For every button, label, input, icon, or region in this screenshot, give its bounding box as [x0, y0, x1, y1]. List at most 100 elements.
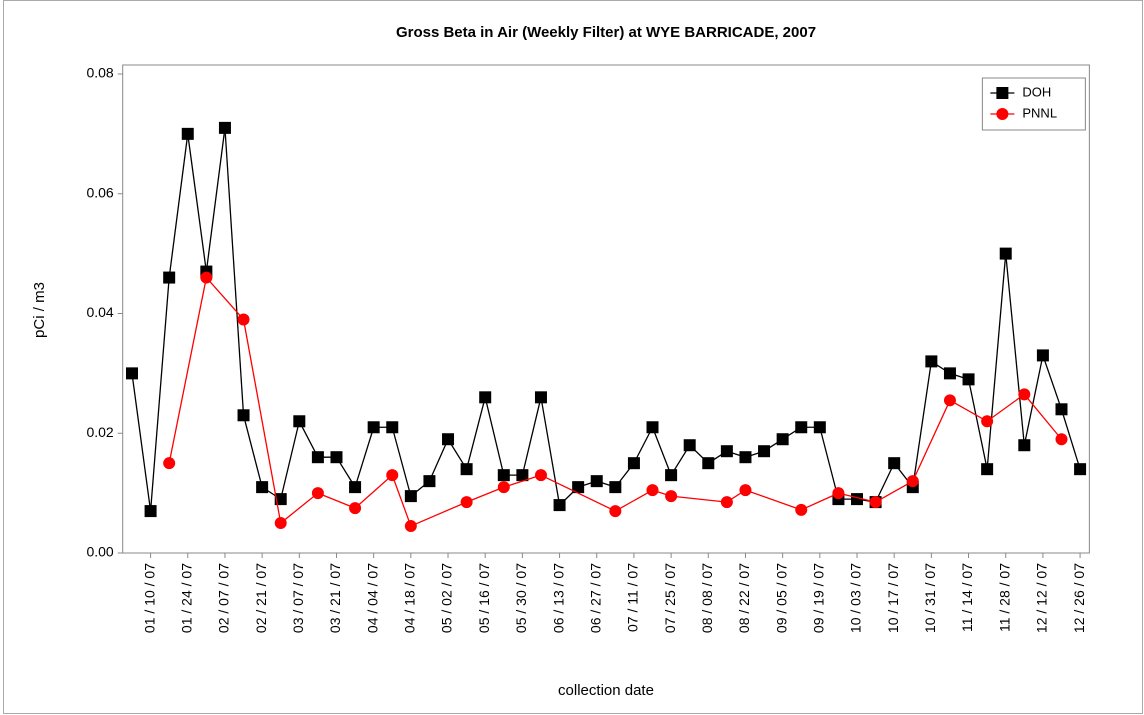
data-point: [274, 517, 287, 530]
series-line: [280, 492, 319, 524]
y-tick-label: 0.00: [86, 544, 113, 560]
data-point: [1055, 433, 1068, 446]
y-tick-label: 0.06: [86, 184, 113, 200]
data-point: [609, 481, 622, 494]
x-tick-label: 07 / 11 / 07: [625, 563, 641, 632]
series-line: [1005, 253, 1025, 446]
series-line: [391, 474, 412, 527]
x-tick-label: 08 / 22 / 07: [736, 563, 752, 633]
chart-border: [3, 0, 1143, 714]
legend-marker: [996, 87, 1009, 99]
x-tick-label: 09 / 19 / 07: [811, 563, 827, 633]
data-point: [163, 271, 176, 284]
x-axis-label: collection date: [558, 682, 654, 699]
data-point: [497, 481, 510, 494]
data-point: [1018, 439, 1031, 452]
series-line: [875, 480, 914, 503]
data-point: [646, 421, 659, 434]
series-line: [949, 399, 988, 422]
series-line: [1023, 355, 1044, 446]
data-point: [776, 433, 789, 446]
series-line: [503, 474, 542, 488]
series-line: [428, 438, 449, 482]
series-line: [354, 427, 375, 488]
data-point: [516, 469, 529, 482]
series-line: [671, 495, 727, 503]
series-line: [540, 397, 561, 506]
data-point: [218, 121, 231, 134]
y-tick-label: 0.04: [86, 304, 113, 320]
data-point: [943, 394, 956, 407]
data-point: [851, 493, 864, 506]
data-point: [739, 484, 752, 497]
x-tick-label: 12 / 26 / 07: [1071, 563, 1087, 633]
series-line: [540, 474, 616, 512]
data-point: [962, 373, 975, 386]
legend-label: PNNL: [1022, 105, 1057, 120]
data-point: [404, 520, 417, 533]
data-point: [386, 469, 399, 482]
data-point: [609, 505, 622, 518]
x-tick-label: 05 / 16 / 07: [476, 563, 492, 633]
series-line: [819, 427, 840, 500]
x-tick-label: 03 / 21 / 07: [327, 563, 343, 633]
data-point: [330, 451, 343, 464]
series-line: [131, 373, 152, 512]
series-line: [205, 127, 226, 272]
series-line: [1042, 355, 1063, 410]
series-line: [615, 489, 653, 512]
data-point: [534, 391, 547, 404]
data-point: [981, 463, 994, 476]
series-line: [187, 133, 207, 272]
data-point: [144, 505, 157, 518]
x-tick-label: 10 / 31 / 07: [922, 563, 938, 633]
data-point: [125, 367, 138, 380]
series-line: [242, 319, 282, 524]
data-point: [311, 487, 324, 500]
x-tick-label: 02 / 21 / 07: [253, 563, 269, 633]
series-line: [651, 427, 672, 476]
data-point: [460, 463, 473, 476]
chart-title: Gross Beta in Air (Weekly Filter) at WYE…: [396, 24, 816, 41]
data-point: [237, 409, 250, 422]
x-tick-label: 11 / 14 / 07: [959, 563, 975, 632]
series-line: [967, 379, 988, 470]
series-line: [466, 486, 505, 503]
data-point: [311, 451, 324, 464]
data-point: [646, 484, 659, 497]
data-point: [1055, 403, 1068, 416]
series-line: [410, 501, 467, 527]
data-point: [1036, 349, 1049, 362]
data-point: [813, 421, 826, 434]
data-point: [795, 503, 808, 516]
data-point: [497, 469, 510, 482]
y-tick-label: 0.08: [86, 65, 113, 81]
data-point: [739, 451, 752, 464]
data-point: [404, 490, 417, 503]
data-point: [720, 496, 733, 509]
series-line: [838, 492, 876, 503]
data-point: [869, 496, 882, 509]
x-tick-label: 06 / 13 / 07: [550, 563, 566, 633]
data-point: [720, 445, 733, 458]
data-point: [627, 457, 640, 470]
x-tick-label: 04 / 18 / 07: [402, 563, 418, 633]
series-line: [800, 492, 839, 511]
data-point: [795, 421, 808, 434]
data-point: [460, 496, 473, 509]
series-line: [986, 253, 1007, 470]
data-point: [386, 421, 399, 434]
data-point: [702, 457, 715, 470]
data-point: [237, 313, 250, 326]
data-point: [683, 439, 696, 452]
data-point: [553, 499, 566, 512]
x-tick-label: 06 / 27 / 07: [587, 563, 603, 633]
x-tick-label: 10 / 03 / 07: [848, 563, 864, 633]
data-point: [349, 502, 362, 515]
series-line: [1060, 409, 1081, 470]
data-point: [665, 490, 678, 503]
series-line: [391, 427, 412, 497]
x-tick-label: 07 / 25 / 07: [662, 563, 678, 633]
x-tick-label: 01 / 10 / 07: [141, 563, 157, 633]
